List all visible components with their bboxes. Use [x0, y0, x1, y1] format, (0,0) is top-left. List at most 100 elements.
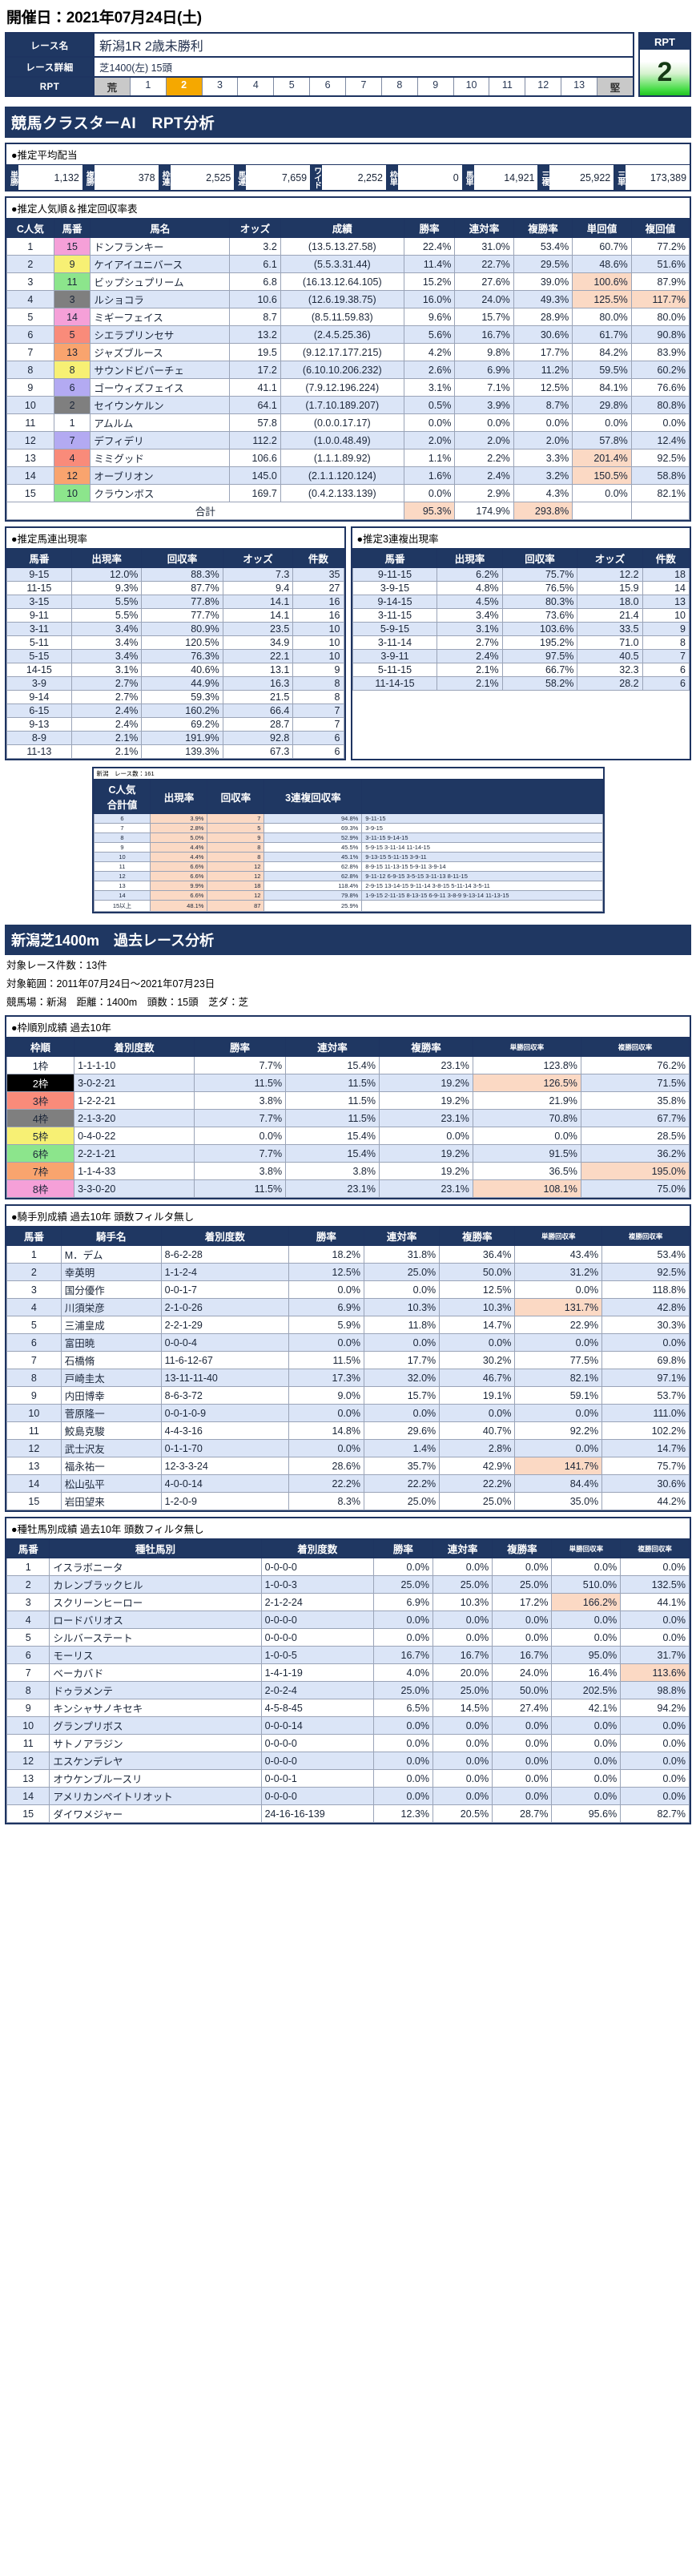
- column-header: 3連複回収率: [264, 779, 363, 814]
- table-cell: 87.7%: [141, 581, 223, 595]
- table-cell: 92.5%: [630, 449, 690, 467]
- table-cell: 0.0%: [514, 1333, 603, 1352]
- table-cell: アメリカンペイトリオット: [49, 1787, 262, 1805]
- table-cell: 0.0%: [620, 1769, 690, 1788]
- table-cell: 0.0%: [432, 1628, 493, 1647]
- column-header: オッズ: [577, 548, 643, 568]
- table-cell: 64.1: [229, 396, 281, 414]
- table-cell: 8: [292, 676, 344, 691]
- column-header: 出現率: [150, 779, 208, 814]
- table-row: 10 2 セイウンケルン 64.1 (1.7.10.189.207) 0.5% 3.9% 8.…: [6, 396, 690, 414]
- table-cell: 国分優作: [60, 1280, 162, 1299]
- table-cell: 0.0%: [288, 1333, 364, 1352]
- table-cell: 25.0%: [439, 1492, 516, 1510]
- table-cell: 40.7%: [439, 1421, 516, 1440]
- table-cell: 0.0%: [454, 413, 514, 432]
- table-row: 11 サトノアラジン 0-0-0-0 0.0% 0.0% 0.0% 0.0% 0.0%: [6, 1734, 690, 1752]
- column-header: 着別度数: [160, 1226, 289, 1246]
- table-row: 1 15 ドンフランキー 3.2 (13.5.13.27.58) 22.4% 31.0% 53…: [6, 237, 690, 256]
- rpt-scale[interactable]: 荒 1 2 3 4 5 6 7 8 9 10 11 12 13 堅: [93, 78, 633, 95]
- rpt-scale-cell-8[interactable]: 8: [381, 78, 418, 95]
- table-cell: 59.5%: [572, 361, 632, 379]
- table-row: 3-11-15 3.4% 73.6% 21.4 10: [352, 608, 690, 623]
- table-cell: 103.6%: [501, 622, 578, 636]
- waku-badge: 13: [53, 343, 91, 361]
- rpt-scale-cell-1[interactable]: 1: [130, 78, 167, 95]
- rpt-scale-cell-12[interactable]: 12: [525, 78, 562, 95]
- table-cell: 29.8%: [572, 396, 632, 414]
- table-cell: 22.7%: [454, 255, 514, 273]
- table-header-row: 馬番 種牡馬別 着別度数 勝率 連対率 複勝率 単勝回収率 複勝回収率: [6, 1538, 690, 1558]
- column-header: 複勝率: [492, 1538, 553, 1558]
- rpt-scale-cell-2[interactable]: 2: [166, 78, 203, 95]
- past-course: 競馬場：新潟 距離：1400m 頭数：15頭 芝ダ：芝: [6, 997, 249, 1008]
- table-cell: 0.0%: [372, 1628, 433, 1647]
- table-cell: 4.3%: [513, 484, 573, 502]
- table-cell: 202.5%: [551, 1681, 622, 1699]
- rpt-scale-cell-7[interactable]: 7: [346, 78, 382, 95]
- table-cell: 7.1%: [454, 378, 514, 397]
- table-cell: 4.4%: [150, 842, 208, 853]
- table-row: 14 アメリカンペイトリオット 0-0-0-0 0.0% 0.0% 0.0% 0.0% 0.0…: [6, 1787, 690, 1805]
- column-header: 複勝率: [439, 1226, 516, 1246]
- rpt-scale-cell-13[interactable]: 13: [561, 78, 598, 95]
- table-cell: 71.5%: [580, 1074, 690, 1092]
- table-cell: 1-9-15 2-11-15 8-13-15 6-9-11 3-8-9 9-13…: [361, 890, 603, 901]
- table-cell: 60.7%: [572, 237, 632, 256]
- table-cell: 30.2%: [439, 1351, 516, 1369]
- table-cell: 8: [6, 1369, 62, 1387]
- table-cell: 70.8%: [472, 1109, 581, 1127]
- table-cell: 92.8: [222, 731, 294, 745]
- table-row: 8 戸崎圭太 13-11-11-40 17.3% 32.0% 46.7% 82.1% 97.1…: [6, 1369, 690, 1387]
- rpt-scale-cell-3[interactable]: 3: [202, 78, 239, 95]
- table-cell: ドゥラメンテ: [49, 1681, 262, 1699]
- table-cell: 0.0%: [551, 1752, 622, 1770]
- waku-panel: ●枠順別成績 過去10年 枠順 着別度数 勝率 連対率 複勝率 単勝回収率 複勝回収率 1枠 1…: [5, 1015, 691, 1199]
- table-row: 6 5 シエラプリンセサ 13.2 (2.4.5.25.36) 5.6% 16.7% 30.6…: [6, 325, 690, 344]
- rpt-scale-cell-11[interactable]: 11: [489, 78, 526, 95]
- table-cell: 43.4%: [514, 1245, 603, 1264]
- table-cell: 145.0: [229, 466, 281, 485]
- payout-value: 25,922: [549, 165, 614, 190]
- column-header: 連対率: [363, 1226, 441, 1246]
- sire-panel: ●種牡馬別成績 過去10年 頭数フィルタ無し 馬番 種牡馬別 着別度数 勝率 連対率 複勝…: [5, 1517, 691, 1824]
- table-cell: 21.5: [222, 690, 294, 704]
- table-cell: 3.1%: [437, 622, 503, 636]
- rpt-scale-cell-10[interactable]: 10: [453, 78, 490, 95]
- table-cell: 31.7%: [620, 1646, 690, 1664]
- waku-badge: 3枠: [6, 1091, 75, 1110]
- table-cell: 2.8%: [439, 1439, 516, 1457]
- table-cell: 14.1: [222, 595, 294, 609]
- table-cell: 42.1%: [551, 1699, 622, 1717]
- table-cell: 12.5%: [513, 378, 573, 397]
- table-row: 7 2.8% 5 69.3% 3-9-15: [93, 823, 603, 833]
- table-cell: 6.6%: [150, 871, 208, 881]
- table-cell: 28.7%: [492, 1804, 553, 1823]
- table-row: 5-15 3.4% 76.3% 22.1 10: [6, 649, 344, 663]
- rpt-scale-cell-堅[interactable]: 堅: [597, 78, 633, 95]
- column-header: [361, 779, 603, 814]
- table-cell: 2.1%: [70, 744, 143, 759]
- rpt-scale-cell-5[interactable]: 5: [274, 78, 311, 95]
- table-cell: 3.4%: [70, 649, 143, 663]
- table-cell: 13: [93, 881, 151, 891]
- table-row: 14 12 オーブリオン 145.0 (2.1.1.120.124) 1.6% 2.4% 3.…: [6, 466, 690, 485]
- rpt-scale-cell-6[interactable]: 6: [310, 78, 347, 95]
- table-cell: 8: [6, 1681, 50, 1699]
- rpt-scale-cell-4[interactable]: 4: [238, 78, 275, 95]
- avg-payout-panel: ●推定平均配当 単勝 1,132 複勝 378 枠連 2,525 馬連 7,659 ワイド 2,2…: [5, 143, 691, 191]
- table-cell: 28.6%: [288, 1457, 364, 1475]
- column-header: C人気 合計値: [93, 779, 151, 814]
- avg-payout-title: ●推定平均配当: [11, 150, 78, 161]
- rpt-scale-cell-荒[interactable]: 荒: [95, 78, 131, 95]
- table-cell: 3: [6, 1280, 62, 1299]
- rpt-scale-cell-9[interactable]: 9: [417, 78, 454, 95]
- table-cell: 25.0%: [372, 1681, 433, 1699]
- column-header: 出現率: [70, 548, 143, 568]
- table-cell: 0.0%: [513, 413, 573, 432]
- table-row: 3 スクリーンヒーロー 2-1-2-24 6.9% 10.3% 17.2% 166.2% 44…: [6, 1593, 690, 1611]
- table-cell: 0.0%: [432, 1752, 493, 1770]
- table-row: 9-14 2.7% 59.3% 21.5 8: [6, 690, 344, 704]
- table-cell: 2-1-0-26: [160, 1298, 289, 1316]
- table-cell: 0.0%: [551, 1628, 622, 1647]
